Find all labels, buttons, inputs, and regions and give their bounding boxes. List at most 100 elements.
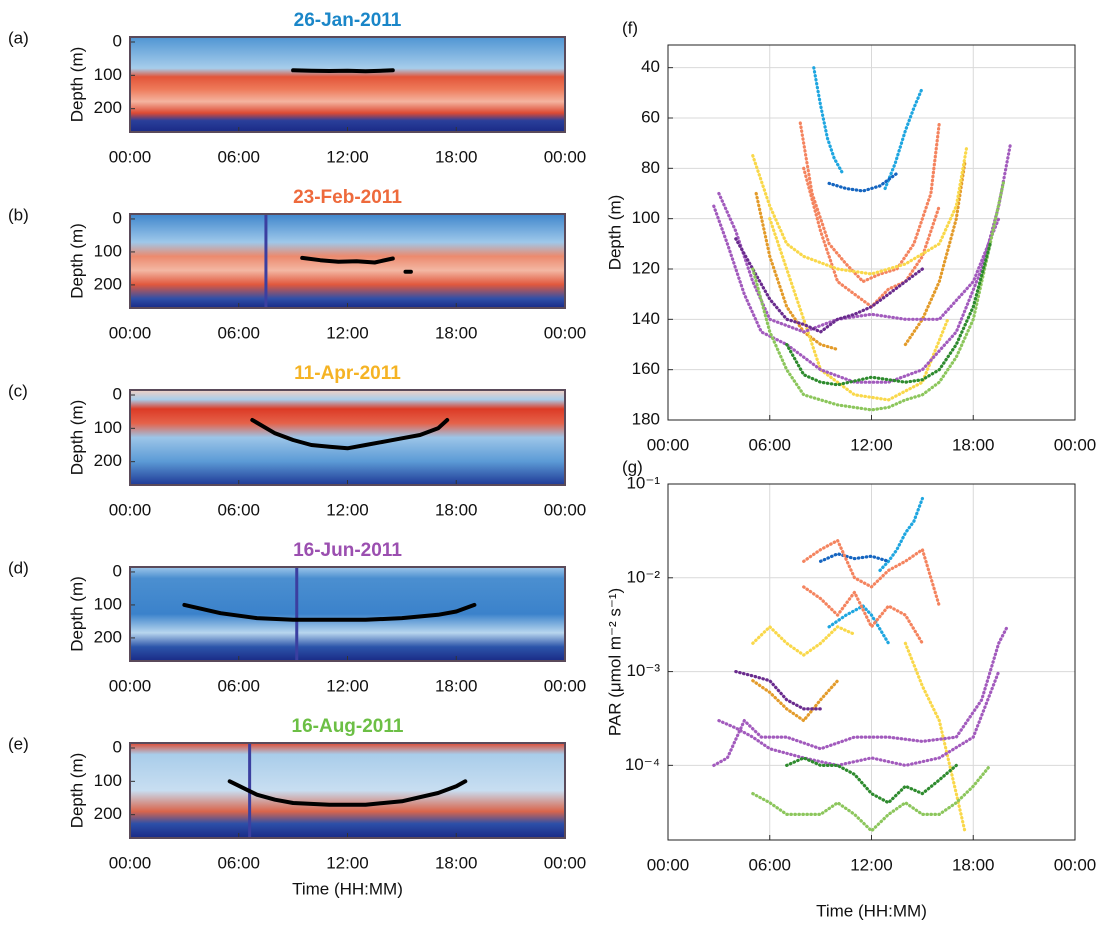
y-tick-label: 60 [641,107,660,126]
layer-depth-line [182,602,477,622]
trace [903,161,967,347]
x-tick-label: 00:00 [109,147,152,166]
trace [751,679,840,723]
panel-title: 11-Apr-2011 [294,363,401,384]
x-tick-label: 06:00 [217,500,260,519]
x-tick-label: 12:00 [326,147,369,166]
panel-label: (b) [8,205,29,224]
panel-title: 16-Jun-2011 [293,540,402,561]
plot-frame [129,742,566,839]
y-tick-label: 200 [94,627,122,646]
trace [751,179,1006,412]
trace [802,538,941,608]
x-tick-label: 18:00 [435,500,478,519]
x-axis-label: Time (HH:MM) [292,879,403,898]
y-tick-label: 0 [113,737,122,756]
y-tick-label: 0 [113,384,122,403]
plot-frame [129,566,566,662]
layer-depth-line [300,255,395,265]
x-tick-label: 18:00 [952,435,995,454]
y-tick-label: 200 [94,98,122,117]
y-tick-label: 0 [113,31,122,50]
plot-frame [667,44,1076,421]
x-tick-label: 00:00 [109,853,152,872]
y-axis-label: Depth (m) [67,400,86,476]
trace [751,146,969,276]
x-tick-label: 06:00 [217,323,260,342]
trace [903,641,967,833]
y-tick-label: 100 [94,771,122,790]
y-tick-label: 100 [94,418,122,437]
layer-depth-line [250,418,450,451]
trace [883,86,924,191]
x-tick-label: 12:00 [326,853,369,872]
x-tick-label: 00:00 [544,147,587,166]
x-tick-label: 06:00 [748,855,791,874]
panel-label: (c) [8,381,28,400]
x-tick-label: 00:00 [544,676,587,695]
x-tick-label: 12:00 [326,676,369,695]
y-axis-label: Depth (m) [67,576,86,652]
panel-title: 16-Aug-2011 [292,716,404,737]
echogram-background [130,567,565,661]
x-axis-label: Time (HH:MM) [816,901,927,920]
plot-frame [129,36,566,133]
x-tick-label: 00:00 [109,676,152,695]
trace [878,496,924,572]
x-tick-label: 00:00 [109,323,152,342]
x-tick-label: 06:00 [217,147,260,166]
y-tick-label: 80 [641,158,660,177]
x-tick-label: 00:00 [1054,855,1097,874]
x-tick-label: 00:00 [647,855,690,874]
echogram-background [130,390,565,485]
y-tick-label: 140 [632,309,660,328]
x-tick-label: 18:00 [435,147,478,166]
x-tick-label: 18:00 [952,855,995,874]
y-tick-label: 180 [632,409,660,428]
y-tick-label: 200 [94,451,122,470]
trace [819,552,891,563]
x-tick-label: 18:00 [435,676,478,695]
trace [768,217,950,402]
echogram-background [130,37,565,132]
y-tick-label: 100 [632,208,660,227]
y-axis-label: Depth (m) [605,195,624,271]
x-tick-label: 00:00 [544,500,587,519]
y-tick-label: 10⁻⁴ [625,755,660,774]
trace [751,763,992,833]
trace [785,756,958,805]
trace [712,625,1009,767]
trace [802,585,924,645]
panel-title: 26-Jan-2011 [294,10,402,31]
y-tick-label: 40 [641,57,660,76]
y-tick-label: 0 [113,208,122,227]
x-tick-label: 06:00 [748,435,791,454]
y-axis-label: Depth (m) [67,753,86,829]
layer-depth-line [227,779,468,807]
x-tick-label: 18:00 [435,853,478,872]
x-tick-label: 06:00 [217,853,260,872]
x-tick-label: 12:00 [850,435,893,454]
trace [812,66,845,175]
x-tick-label: 00:00 [544,323,587,342]
echogram-background [130,743,565,838]
x-tick-label: 06:00 [217,676,260,695]
x-tick-label: 00:00 [647,435,690,454]
y-tick-label: 160 [632,359,660,378]
panel-label: (d) [8,558,29,577]
trace [734,237,924,334]
y-axis-label: Depth (m) [67,47,86,123]
y-axis-label: Depth (m) [67,223,86,299]
x-tick-label: 12:00 [326,500,369,519]
y-tick-label: 10⁻³ [626,661,660,680]
x-tick-label: 00:00 [109,500,152,519]
plot-frame [129,389,566,486]
y-tick-label: 100 [94,241,122,260]
y-tick-label: 120 [632,258,660,277]
layer-depth-line [291,68,395,74]
y-tick-label: 200 [94,804,122,823]
trace [751,625,857,657]
panel-title: 23-Feb-2011 [293,187,402,208]
